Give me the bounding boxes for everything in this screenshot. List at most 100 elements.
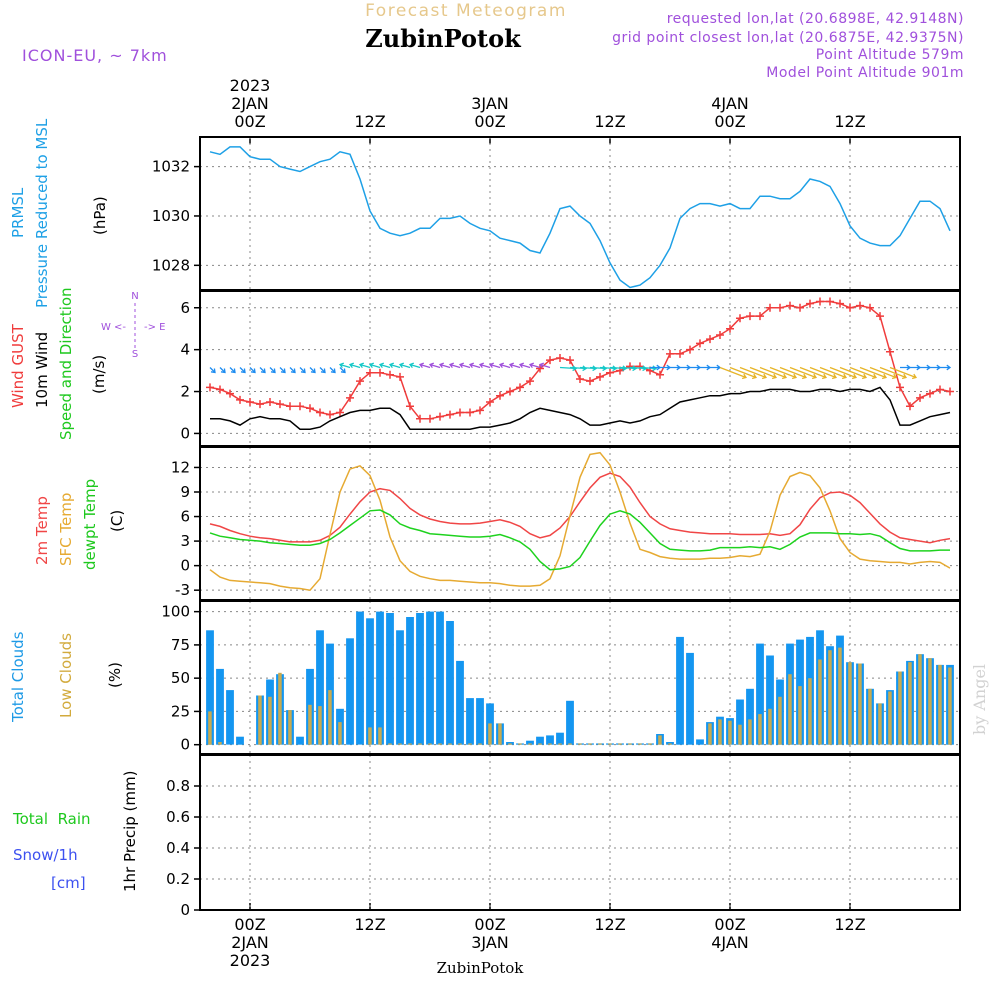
low-cloud-bar	[468, 743, 472, 745]
wind-panel: 0 2 4 6	[180, 291, 960, 446]
gust-marker	[686, 345, 694, 354]
low-cloud-bar	[858, 663, 862, 745]
clouds-ytick-label: 75	[171, 636, 190, 654]
gust-marker	[786, 301, 794, 310]
top-time-label: 12Z	[594, 112, 625, 131]
low-cloud-bar	[308, 704, 312, 745]
gust-marker	[716, 330, 724, 339]
low-cloud-bar	[598, 743, 602, 745]
wind-direction-arrow	[749, 366, 778, 380]
gust-marker	[706, 335, 714, 344]
gust-marker	[496, 391, 504, 400]
wind10-line	[210, 386, 951, 430]
gust-marker	[226, 389, 234, 398]
total-cloud-bar	[356, 611, 364, 745]
total-cloud-bar	[666, 742, 674, 745]
low-cloud-bar	[538, 743, 542, 745]
wind-ytick-label: 0	[180, 424, 190, 442]
low-cloud-bar	[878, 703, 882, 745]
low-cloud-bar	[818, 659, 822, 745]
wind-direction-arrow	[418, 362, 431, 369]
gust-marker	[866, 303, 874, 312]
low-cloud-bar	[398, 743, 402, 745]
location-title: ZubinPotok	[365, 24, 522, 53]
wind-direction-arrow	[319, 367, 326, 374]
wind-direction-arrow	[458, 362, 471, 369]
gust-marker	[506, 387, 514, 396]
gust-marker	[446, 410, 454, 419]
clouds-ytick-label: 50	[171, 669, 190, 687]
clouds-frame	[199, 600, 961, 755]
gust-marker	[556, 354, 564, 363]
low-cloud-bar	[508, 743, 512, 745]
wind-direction-arrow	[338, 362, 351, 369]
total-cloud-bar	[696, 739, 704, 745]
gust-marker	[516, 383, 524, 392]
low-cloud-bar	[388, 743, 392, 745]
pressure-ytick-label: 1032	[152, 158, 190, 176]
low-cloud-bar	[708, 723, 712, 745]
total-cloud-bar	[226, 690, 234, 745]
total-cloud-bar	[526, 740, 534, 745]
gust-marker	[316, 408, 324, 417]
gust-marker	[466, 408, 474, 417]
low-cloud-bar	[518, 743, 522, 745]
wind-direction-arrow	[829, 366, 858, 380]
gust-marker	[826, 297, 834, 306]
low-cloud-bar	[778, 696, 782, 745]
wind-direction-arrow	[508, 362, 521, 369]
wind-direction-arrow	[249, 367, 256, 374]
total-cloud-bar	[676, 636, 684, 745]
gust-marker	[676, 349, 684, 358]
gust-marker	[346, 393, 354, 402]
low-cloud-bar	[868, 688, 872, 745]
low-cloud-bar	[668, 743, 672, 745]
wind-direction-arrow	[809, 366, 838, 380]
gust-marker	[816, 297, 824, 306]
total-cloud-bar	[396, 630, 404, 745]
low-cloud-bar	[738, 724, 742, 745]
pressure-unit: (hPa)	[91, 196, 109, 235]
wind10-label: 10m Wind	[33, 332, 51, 408]
total-cloud-bar	[736, 699, 744, 745]
pressure-label-1: PRMSL	[9, 187, 27, 238]
bottom-time-label: 2JAN	[231, 933, 269, 952]
bottom-time-label: 00Z	[714, 915, 745, 934]
low-cloud-bar	[528, 743, 532, 745]
gust-marker	[806, 299, 814, 308]
wind-direction-arrow	[259, 367, 266, 374]
wind-direction-arrow	[518, 362, 531, 369]
wind-direction-arrow	[799, 366, 828, 380]
snow-unit-label: [cm]	[51, 874, 86, 892]
temperature-ytick-label: 12	[171, 458, 190, 476]
wind-direction-arrow	[690, 364, 702, 371]
low-cloud-bar	[628, 743, 632, 745]
compass-n: N	[131, 291, 138, 302]
watermark: by Angel	[970, 664, 989, 735]
wind-direction-arrow	[528, 362, 541, 369]
top-time-label: 00Z	[714, 112, 745, 131]
wind-direction-arrow	[309, 367, 316, 374]
low-cloud-bar	[618, 743, 622, 745]
chart-title: Forecast Meteogram	[365, 1, 567, 21]
gust-marker	[386, 370, 394, 379]
bottom-time-label: 12Z	[834, 915, 865, 934]
wind-direction-arrow	[879, 366, 908, 380]
gust-marker	[326, 410, 334, 419]
gust-marker	[766, 303, 774, 312]
point-altitude: Point Altitude 579m	[816, 47, 964, 63]
low-cloud-bar	[788, 674, 792, 745]
total-cloud-bar	[456, 660, 464, 745]
gust-marker	[576, 374, 584, 383]
low-cloud-bar	[278, 672, 282, 745]
gust-marker	[586, 377, 594, 386]
gust-marker	[756, 312, 764, 321]
low-cloud-bar	[748, 719, 752, 745]
total-cloud-bar	[566, 700, 574, 745]
total-cloud-bar	[216, 668, 224, 745]
gust-marker	[256, 400, 264, 409]
t2m-label: 2m Temp	[33, 496, 51, 565]
gust-marker	[286, 402, 294, 411]
wind-direction-arrow	[789, 366, 818, 380]
